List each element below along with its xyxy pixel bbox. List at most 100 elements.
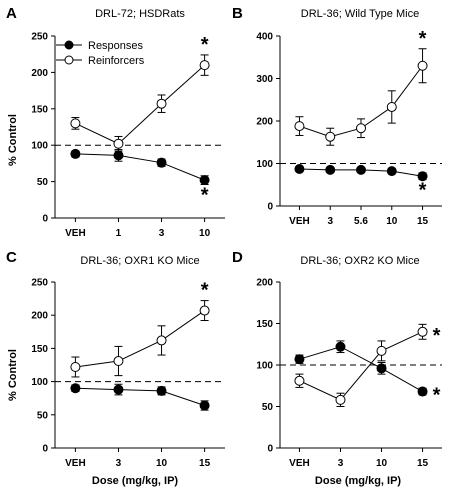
panel-b-responses-point — [356, 164, 366, 175]
panel-b-title: DRL-36; Wild Type Mice — [301, 8, 419, 20]
panel-c-title: DRL-36; OXR1 KO Mice — [80, 255, 199, 267]
panel-b: DRL-36; Wild Type Mice 0 100 200 300 400 VEH 3 5… — [256, 8, 442, 227]
panel-a-reinforcers-point — [113, 138, 124, 149]
panel-a-responses-point — [199, 175, 210, 186]
panel-d-responses-line — [299, 346, 423, 392]
panel-b-x-tick-label: 3 — [327, 216, 333, 227]
panel-d-responses-point — [417, 386, 428, 397]
panel-d-reinforcers-point — [417, 326, 428, 337]
panel-label-b: B — [232, 5, 243, 22]
panel-c-responses-line — [75, 387, 205, 406]
panel-c-y-tick-label: 200 — [31, 311, 48, 322]
panel-d-x-tick-label: 10 — [376, 458, 388, 469]
panel-d-responses-point — [335, 341, 346, 352]
panel-b-reinforcers-point — [356, 123, 366, 134]
panel-d-significance-asterisk: * — [433, 385, 441, 407]
panel-c-reinforcers-point — [70, 361, 81, 372]
panel-d-y-tick-label: 200 — [256, 278, 273, 289]
panel-c-reinforcers-point — [156, 335, 167, 346]
panel-c-y-tick-label: 150 — [31, 344, 48, 355]
panel-a-responses-point — [70, 148, 81, 159]
panel-d-significance-asterisk: * — [433, 325, 441, 347]
panel-c-reinforcers-point — [199, 305, 210, 316]
panel-c-y-tick-label: 250 — [31, 278, 48, 289]
panel-d-y-tick-label: 0 — [267, 444, 273, 455]
panel-b-y-tick-label: 200 — [256, 117, 273, 128]
panel-d-x-tick-label: 3 — [338, 458, 344, 469]
panel-a-y-tick-label: 150 — [31, 104, 48, 115]
panel-b-x-tick-label: VEH — [289, 216, 310, 227]
panel-c-x-tick-label: VEH — [65, 458, 86, 469]
panel-c-y-tick-label: 50 — [37, 410, 49, 421]
panel-c-x-tick-label: 3 — [116, 458, 122, 469]
panel-c-x-tick-label: 10 — [156, 458, 168, 469]
panel-c-responses-point — [199, 400, 210, 411]
panel-d-title: DRL-36; OXR2 KO Mice — [300, 255, 419, 267]
panel-a-y-tick-label: 250 — [31, 32, 48, 43]
panel-b-x-tick-label: 5.6 — [354, 216, 368, 227]
panel-a-reinforcers-point — [156, 98, 167, 109]
panel-b-y-tick-label: 0 — [267, 202, 273, 213]
legend-reinforcers-label: Reinforcers — [88, 55, 145, 67]
legend-responses-marker — [64, 40, 74, 50]
panel-c-significance-asterisk: * — [201, 280, 209, 302]
panel-c-reinforcers-point — [113, 356, 124, 367]
panel-a: DRL-72; HSDRats 0 50 100 150 200 250 VEH 1 3 10 * * — [31, 8, 225, 239]
panel-a-y-tick-label: 50 — [37, 177, 49, 188]
panel-a-responses-line — [75, 153, 205, 181]
panel-a-reinforcers-line — [75, 64, 205, 145]
panel-c-y-tick-label: 100 — [31, 377, 48, 388]
panel-b-significance-asterisk: * — [419, 28, 427, 50]
panel-d-reinforcers-line — [299, 331, 423, 401]
panel-d-y-tick-label: 100 — [256, 361, 273, 372]
panel-a-responses-point — [113, 150, 124, 161]
panel-label-a: A — [6, 5, 17, 22]
panel-b-reinforcers-point — [386, 101, 397, 112]
panel-c-x-tick-label: 15 — [199, 458, 211, 469]
panel-b-reinforcers-point — [417, 60, 428, 71]
legend: Responses Reinforcers — [56, 40, 145, 67]
panel-a-y-tick-label: 0 — [42, 214, 48, 225]
panel-a-x-tick-label: VEH — [65, 228, 86, 239]
panel-d-responses-point — [376, 363, 387, 374]
panel-d: DRL-36; OXR2 KO Mice 0 50 100 150 200 VEH 3 10 15… — [256, 255, 442, 469]
panel-a-y-tick-label: 100 — [31, 141, 48, 152]
panel-a-x-tick-label: 3 — [159, 228, 165, 239]
panel-a-x-tick-label: 1 — [116, 228, 122, 239]
panel-b-responses-point — [294, 164, 305, 175]
panel-b-responses-point — [417, 171, 428, 182]
panel-b-significance-asterisk: * — [419, 180, 427, 202]
panel-b-responses-point — [386, 166, 397, 177]
panel-d-y-tick-label: 50 — [262, 402, 274, 413]
panel-d-y-tick-label: 150 — [256, 319, 273, 330]
panel-c-responses-point — [113, 384, 124, 395]
panel-label-c: C — [6, 249, 17, 266]
panel-c-responses-point — [70, 383, 81, 394]
panel-a-reinforcers-point — [70, 118, 81, 129]
y-axis-label-top: % Control — [7, 114, 19, 166]
panel-b-reinforcers-point — [294, 121, 305, 132]
panel-a-x-tick-label: 10 — [199, 228, 211, 239]
panel-d-reinforcers-point — [294, 375, 305, 386]
panel-d-reinforcers-point — [376, 345, 387, 356]
panel-a-title: DRL-72; HSDRats — [95, 8, 185, 20]
panel-d-x-tick-label: 15 — [417, 458, 429, 469]
panel-b-y-tick-label: 100 — [256, 159, 273, 170]
panel-a-responses-point — [156, 157, 167, 168]
panel-d-responses-point — [294, 354, 305, 365]
panel-b-x-tick-label: 15 — [417, 216, 429, 227]
panel-c-reinforcers-line — [75, 310, 205, 368]
y-axis-label-bottom: % Control — [7, 349, 19, 401]
panel-b-y-tick-label: 400 — [256, 32, 273, 43]
x-axis-label-left: Dose (mg/kg, IP) — [92, 475, 179, 487]
panel-d-x-tick-label: VEH — [289, 458, 310, 469]
panel-b-responses-point — [325, 164, 336, 175]
panel-a-significance-asterisk: * — [201, 185, 209, 207]
legend-responses-label: Responses — [88, 40, 144, 52]
panel-c: DRL-36; OXR1 KO Mice 0 50 100 150 200 250 VEH 3 1… — [31, 255, 225, 469]
panel-c-y-tick-label: 0 — [42, 444, 48, 455]
panel-a-y-tick-label: 200 — [31, 68, 48, 79]
panel-b-x-tick-label: 10 — [386, 216, 398, 227]
panel-c-responses-point — [156, 385, 167, 396]
